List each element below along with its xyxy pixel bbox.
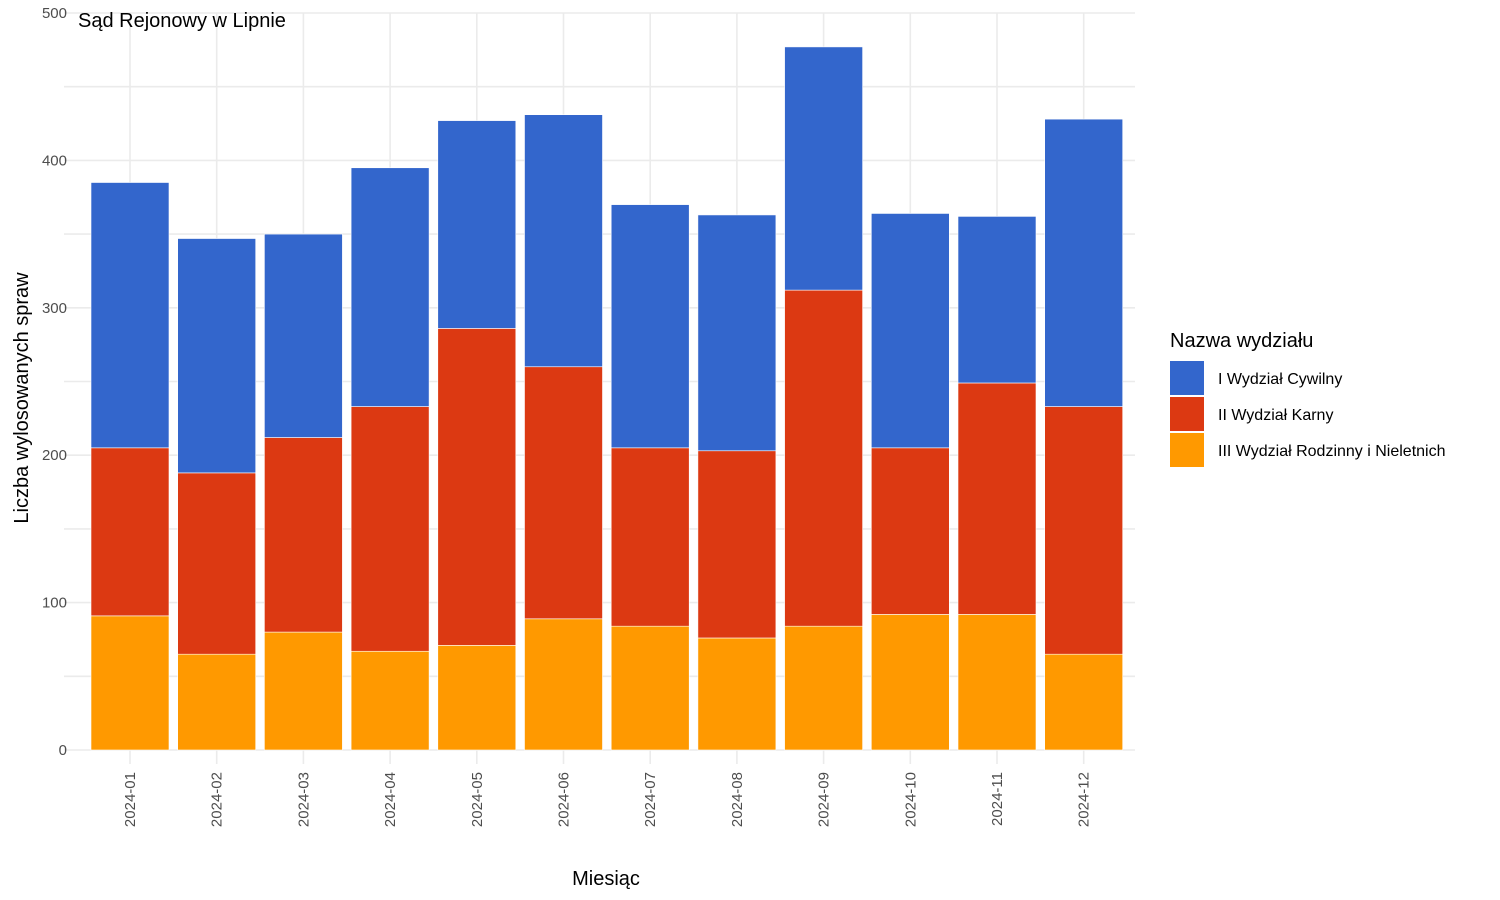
bar-segment xyxy=(437,120,517,329)
legend: Nazwa wydziału I Wydział Cywilny II Wydzi… xyxy=(1170,330,1446,467)
bar-segment xyxy=(90,182,170,449)
legend-label: II Wydział Karny xyxy=(1218,407,1333,424)
x-tick-label: 2024-02 xyxy=(209,772,226,827)
bar-segment xyxy=(177,472,256,655)
bar-segment xyxy=(870,447,950,615)
bar-segment xyxy=(697,637,777,751)
legend-label: I Wydział Cywilny xyxy=(1218,371,1342,388)
bar-segment xyxy=(697,214,777,452)
y-axis-ticks: 0 100 200 300 400 500 xyxy=(42,5,67,759)
bar-segment xyxy=(437,645,517,751)
bar-segment xyxy=(437,328,517,646)
bar-segment xyxy=(870,614,950,751)
bar-segment xyxy=(610,625,690,751)
bar-segment xyxy=(957,382,1037,615)
legend-title: Nazwa wydziału xyxy=(1170,330,1313,352)
bar-segment xyxy=(264,233,343,438)
bar-segment xyxy=(610,204,690,449)
y-tick-label: 100 xyxy=(42,595,67,612)
y-tick-label: 0 xyxy=(59,742,67,759)
legend-items: I Wydział Cywilny II Wydział Karny III Wyd… xyxy=(1170,361,1446,467)
bar-segment xyxy=(784,46,863,291)
bar-segment xyxy=(957,614,1037,751)
y-axis-title: Liczba wylosowanych spraw xyxy=(11,272,33,524)
bar-segment xyxy=(1044,406,1123,655)
bar-segment xyxy=(870,213,950,449)
x-tick-label: 2024-11 xyxy=(989,772,1006,826)
x-tick-label: 2024-07 xyxy=(642,772,659,827)
bar-segment xyxy=(177,653,256,751)
bar-segment xyxy=(90,447,170,617)
x-tick-label: 2024-01 xyxy=(122,772,139,827)
chart-title: Sąd Rejonowy w Lipnie xyxy=(78,10,286,32)
bar-segment xyxy=(784,625,863,751)
x-axis-title: Miesiąc xyxy=(572,868,640,890)
bar-segment xyxy=(610,447,690,627)
legend-swatch xyxy=(1170,433,1204,467)
bar-segment xyxy=(264,437,343,633)
bar-segment xyxy=(524,618,603,751)
y-tick-label: 400 xyxy=(42,152,67,169)
x-tick-label: 2024-10 xyxy=(902,772,919,827)
bars-layer xyxy=(90,46,1123,751)
bar-segment xyxy=(1044,653,1123,751)
y-tick-label: 500 xyxy=(42,5,67,22)
x-tick-label: 2024-09 xyxy=(816,772,833,827)
x-axis-ticks: 2024-01 2024-02 2024-03 2024-04 2024-05 2024-… xyxy=(122,772,1093,827)
bar-segment xyxy=(264,631,343,751)
x-tick-label: 2024-05 xyxy=(469,772,486,827)
bar-segment xyxy=(697,450,777,639)
bar-segment xyxy=(524,114,603,368)
bar-segment xyxy=(524,366,603,620)
legend-swatch xyxy=(1170,397,1204,431)
legend-swatch xyxy=(1170,361,1204,395)
bar-segment xyxy=(177,238,256,474)
x-tick-label: 2024-12 xyxy=(1076,772,1093,827)
bar-segment xyxy=(1044,118,1123,407)
bar-segment xyxy=(90,615,170,751)
bar-segment xyxy=(957,216,1037,384)
bar-segment xyxy=(350,650,430,751)
x-tick-label: 2024-03 xyxy=(295,772,312,827)
x-tick-label: 2024-04 xyxy=(382,772,399,827)
y-tick-label: 200 xyxy=(42,447,67,464)
x-tick-label: 2024-06 xyxy=(556,772,573,827)
bar-segment xyxy=(784,289,863,627)
y-tick-label: 300 xyxy=(42,300,67,317)
x-tick-label: 2024-08 xyxy=(729,772,746,827)
legend-label: III Wydział Rodzinny i Nieletnich xyxy=(1218,443,1446,460)
bar-segment xyxy=(350,406,430,652)
bar-segment xyxy=(350,167,430,407)
